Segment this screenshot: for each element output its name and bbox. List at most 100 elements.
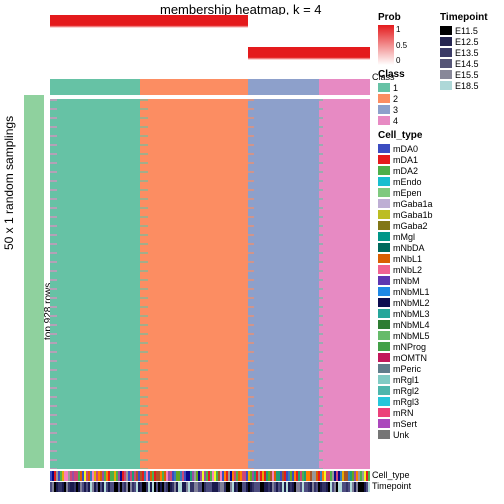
legend-label: mNbML4 <box>393 320 430 330</box>
legend-item: mPeric <box>378 363 502 374</box>
legend-item: mGaba1a <box>378 198 502 209</box>
legend-item: mMgl <box>378 231 502 242</box>
timepoint-row-label: Timepoint <box>372 481 411 491</box>
legend-swatch <box>378 386 390 395</box>
legend-label: mRgl3 <box>393 397 419 407</box>
legend-swatch <box>378 94 390 103</box>
legend-item: 2 <box>378 93 502 104</box>
legend-swatch <box>378 375 390 384</box>
legend-label: E18.5 <box>455 81 479 91</box>
celltype-row-label: Cell_type <box>372 470 410 480</box>
timepoint-legend: Timepoint E11.5E12.5E13.5E14.5E15.5E18.5 <box>440 8 500 91</box>
timepoint-legend-title: Timepoint <box>440 12 500 23</box>
legend-label: 1 <box>393 83 398 93</box>
legend-label: mNbML2 <box>393 298 430 308</box>
legend-label: mNbML1 <box>393 287 430 297</box>
legend-label: mNProg <box>393 342 426 352</box>
legend-label: mGaba1a <box>393 199 433 209</box>
legend-swatch <box>440 26 452 35</box>
legend-item: mDA2 <box>378 165 502 176</box>
legend-swatch <box>378 309 390 318</box>
legend-swatch <box>440 70 452 79</box>
legend-label: 2 <box>393 94 398 104</box>
legend-item: mRgl2 <box>378 385 502 396</box>
timepoint-legend-items: E11.5E12.5E13.5E14.5E15.5E18.5 <box>440 25 500 91</box>
prob-tick-lo: 0 <box>396 56 407 65</box>
legend-item: E18.5 <box>440 80 500 91</box>
legend-swatch <box>378 199 390 208</box>
prob-row-2 <box>50 47 370 73</box>
legend-label: 3 <box>393 105 398 115</box>
legend-swatch <box>378 287 390 296</box>
legend-item: E11.5 <box>440 25 500 36</box>
legend-label: Unk <box>393 430 409 440</box>
legend-label: E12.5 <box>455 37 479 47</box>
left-sampling-block <box>24 95 44 468</box>
legend-swatch <box>378 188 390 197</box>
legend-item: mRgl1 <box>378 374 502 385</box>
legend-label: 4 <box>393 116 398 126</box>
legend-swatch <box>378 408 390 417</box>
legend-swatch <box>378 116 390 125</box>
prob-row-1 <box>50 15 370 41</box>
legend-item: mRgl3 <box>378 396 502 407</box>
legend-label: mDA0 <box>393 144 418 154</box>
celltype-legend-items: mDA0mDA1mDA2mEndomEpenmGaba1amGaba1bmGab… <box>378 143 502 440</box>
legend-swatch <box>440 59 452 68</box>
prob-gradient <box>378 25 394 65</box>
legend-item: mNbML2 <box>378 297 502 308</box>
heatmap-area <box>50 15 370 469</box>
legend-swatch <box>378 342 390 351</box>
legend-swatch <box>378 210 390 219</box>
legend-swatch <box>378 105 390 114</box>
legend-label: mNbML3 <box>393 309 430 319</box>
legend-label: mRN <box>393 408 414 418</box>
legend-label: mDA1 <box>393 155 418 165</box>
legend-item: E15.5 <box>440 69 500 80</box>
legend-item: mNbML1 <box>378 286 502 297</box>
legend-label: mNbDA <box>393 243 425 253</box>
annotation-row-Cell_type <box>50 471 370 481</box>
legend-swatch <box>378 243 390 252</box>
legend-swatch <box>378 83 390 92</box>
legend-item: mNbML5 <box>378 330 502 341</box>
prob-tick-mid: 0.5 <box>396 41 407 50</box>
legend-label: mDA2 <box>393 166 418 176</box>
legend-swatch <box>378 177 390 186</box>
legend-swatch <box>378 144 390 153</box>
legend-swatch <box>378 353 390 362</box>
legend-label: mMgl <box>393 232 415 242</box>
legend-swatch <box>378 155 390 164</box>
legend-item: mNbL2 <box>378 264 502 275</box>
y-axis-label: 50 x 1 random samplings <box>2 116 16 250</box>
legend-label: E15.5 <box>455 70 479 80</box>
legend-item: mNbL1 <box>378 253 502 264</box>
legend-label: E13.5 <box>455 48 479 58</box>
legend-swatch <box>378 254 390 263</box>
legend-swatch <box>378 364 390 373</box>
legend-label: mNbL2 <box>393 265 422 275</box>
legend-item: 3 <box>378 104 502 115</box>
legend-item: mNbDA <box>378 242 502 253</box>
legend-item: mNProg <box>378 341 502 352</box>
legend-swatch <box>440 81 452 90</box>
legend-swatch <box>378 430 390 439</box>
legend-label: mNbL1 <box>393 254 422 264</box>
legend-swatch <box>378 320 390 329</box>
legend-swatch <box>378 419 390 428</box>
legend-label: mOMTN <box>393 353 427 363</box>
legend-label: mRgl2 <box>393 386 419 396</box>
legend-item: 4 <box>378 115 502 126</box>
legend-label: mGaba2 <box>393 221 428 231</box>
legend-label: mSert <box>393 419 417 429</box>
legend-item: Unk <box>378 429 502 440</box>
legend-item: mNbML4 <box>378 319 502 330</box>
legend-label: mGaba1b <box>393 210 433 220</box>
legend-item: mRN <box>378 407 502 418</box>
annotation-row-Timepoint <box>50 482 370 492</box>
legend-swatch <box>440 37 452 46</box>
legend-item: mDA1 <box>378 154 502 165</box>
legend-label: E11.5 <box>455 26 478 36</box>
legend-item: mGaba2 <box>378 220 502 231</box>
legend-label: mNbM <box>393 276 420 286</box>
